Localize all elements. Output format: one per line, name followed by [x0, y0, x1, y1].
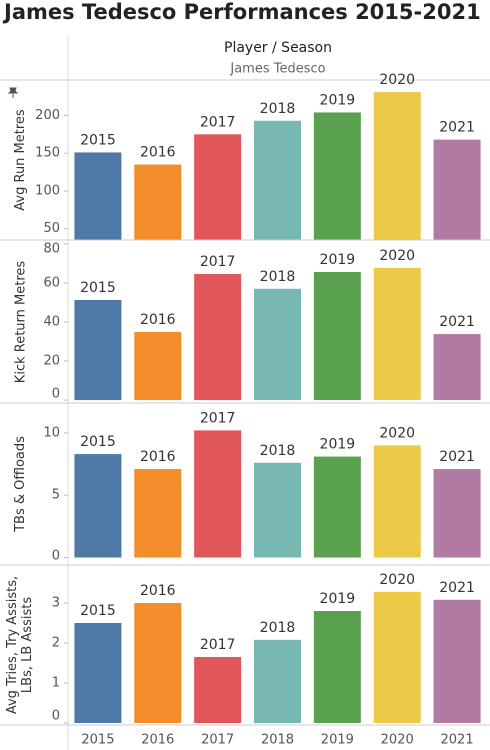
data-label: 2021: [439, 120, 475, 136]
data-label: 2017: [200, 410, 236, 426]
player-name: James Tedesco: [229, 62, 325, 77]
bar: [313, 611, 361, 723]
x-tick-label: 2021: [441, 733, 474, 748]
bar: [194, 273, 242, 401]
y-tick-label: 0: [52, 387, 60, 402]
y-axis-label: Avg Run Metres: [12, 109, 28, 211]
x-tick-label: 2017: [201, 733, 234, 748]
y-tick-label: 3: [52, 596, 60, 611]
data-label: 2018: [260, 620, 296, 636]
bar: [433, 599, 481, 723]
bar: [373, 267, 421, 401]
y-tick-label: 20: [43, 354, 60, 369]
bar: [194, 134, 242, 240]
data-label: 2021: [439, 314, 475, 330]
bar: [373, 92, 421, 240]
x-tick-label: 2020: [381, 733, 414, 748]
bar: [194, 657, 242, 723]
data-label: 2016: [140, 583, 176, 599]
y-tick-label: 200: [35, 108, 60, 123]
data-label: 2016: [140, 145, 176, 161]
y-tick-label: 5: [52, 488, 60, 503]
column-title: Player / Season: [224, 40, 332, 56]
data-label: 2018: [260, 443, 296, 459]
bar: [433, 334, 481, 401]
bar: [254, 288, 301, 401]
y-axis-label: TBs & Offloads: [12, 436, 28, 532]
bar: [313, 112, 361, 240]
bar: [313, 272, 361, 401]
bar: [433, 469, 481, 558]
data-label: 2021: [439, 580, 475, 596]
x-tick-label: 2016: [141, 733, 174, 748]
bar: [313, 456, 361, 558]
data-label: 2019: [320, 437, 356, 453]
bar: [134, 603, 182, 723]
data-label: 2018: [260, 269, 296, 285]
data-label: 2016: [140, 449, 176, 465]
data-label: 2020: [379, 72, 415, 88]
bar: [134, 469, 182, 558]
y-tick-label: 150: [35, 146, 60, 161]
title: James Tedesco Performances 2015-2021: [4, 0, 481, 24]
bar: [373, 591, 421, 723]
data-label: 2019: [320, 591, 356, 607]
bar: [433, 139, 481, 240]
bar: [194, 430, 242, 558]
bar: [254, 120, 301, 240]
data-label: 2020: [379, 572, 415, 588]
bar: [74, 454, 122, 558]
x-tick-label: 2015: [81, 733, 114, 748]
bar: [134, 164, 182, 240]
y-tick-label: 10: [43, 425, 60, 440]
y-tick-label: 0: [52, 549, 60, 564]
data-label: 2018: [260, 101, 296, 117]
data-label: 2019: [320, 92, 356, 108]
bar: [254, 639, 301, 723]
y-tick-label: 100: [35, 183, 60, 198]
data-label: 2017: [200, 637, 236, 653]
data-label: 2015: [80, 603, 116, 619]
bar: [254, 462, 301, 558]
data-label: 2020: [379, 248, 415, 264]
y-tick-label: 60: [43, 275, 60, 290]
x-tick-label: 2019: [321, 733, 354, 748]
y-tick-label: 50: [43, 221, 60, 236]
data-label: 2015: [80, 280, 116, 296]
data-label: 2020: [379, 425, 415, 441]
pin-icon: [7, 87, 19, 98]
y-tick-label: 40: [43, 314, 60, 329]
y-axis-label: Avg Tries, Try Assists, LBs, LB Assists: [5, 575, 35, 715]
bar: [74, 152, 122, 240]
y-tick-label: 80: [43, 242, 60, 257]
x-tick-label: 2018: [261, 733, 294, 748]
y-tick-label: 1: [52, 676, 60, 691]
bar: [134, 331, 182, 401]
bar: [373, 445, 421, 558]
y-tick-label: 2: [52, 636, 60, 651]
y-axis-label: Kick Return Metres: [12, 260, 28, 383]
y-tick-label: 0: [52, 709, 60, 724]
data-label: 2021: [439, 449, 475, 465]
data-label: 2019: [320, 252, 356, 268]
bar: [74, 299, 122, 401]
data-label: 2017: [200, 254, 236, 270]
data-label: 2015: [80, 132, 116, 148]
bar: [74, 623, 122, 723]
data-label: 2015: [80, 434, 116, 450]
data-label: 2017: [200, 114, 236, 130]
data-label: 2016: [140, 312, 176, 328]
